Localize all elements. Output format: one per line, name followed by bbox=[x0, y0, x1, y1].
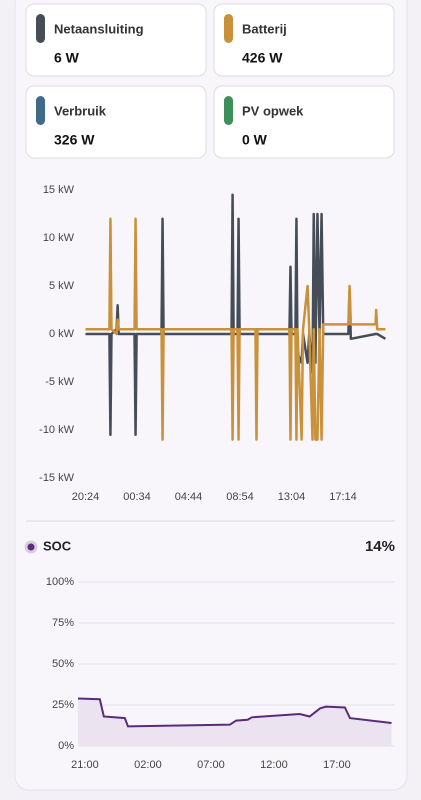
y-tick-label: 15 kW bbox=[43, 184, 75, 196]
card[interactable] bbox=[213, 85, 395, 159]
y-tick-label: 5 kW bbox=[49, 280, 75, 292]
y-tick-label: 25% bbox=[52, 699, 74, 711]
x-tick-label: 17:00 bbox=[323, 759, 351, 771]
x-tick-label: 13:04 bbox=[278, 491, 306, 503]
x-tick-label: 08:54 bbox=[226, 491, 254, 503]
legend-dot[interactable] bbox=[24, 540, 38, 554]
x-tick-label: 02:00 bbox=[134, 759, 162, 771]
card-color-bar bbox=[224, 96, 233, 125]
y-tick-label: 10 kW bbox=[43, 232, 75, 244]
card-color-bar bbox=[36, 96, 45, 125]
card-value: 6 W bbox=[54, 50, 80, 66]
x-tick-label: 04:44 bbox=[175, 491, 203, 503]
x-tick-label: 07:00 bbox=[197, 759, 225, 771]
y-tick-label: -5 kW bbox=[45, 376, 74, 388]
y-tick-label: 75% bbox=[52, 617, 74, 629]
x-tick-label: 12:00 bbox=[260, 759, 288, 771]
panel bbox=[14, 0, 408, 791]
card-color-bar bbox=[36, 14, 45, 43]
card-value: 426 W bbox=[242, 50, 283, 66]
card[interactable] bbox=[25, 3, 207, 77]
card-name: Batterij bbox=[242, 21, 287, 36]
card-name: Netaansluiting bbox=[54, 21, 144, 36]
card[interactable] bbox=[25, 85, 207, 159]
x-tick-label: 20:24 bbox=[72, 491, 100, 503]
soc-line bbox=[77, 697, 392, 728]
y-tick-label: -10 kW bbox=[39, 424, 74, 436]
x-tick-label: 21:00 bbox=[71, 759, 99, 771]
x-tick-label: 00:34 bbox=[123, 491, 151, 503]
legend-label[interactable]: SOC bbox=[43, 538, 72, 553]
card-value: 326 W bbox=[54, 132, 95, 148]
card-color-bar bbox=[224, 14, 233, 43]
y-tick-label: -15 kW bbox=[39, 472, 74, 484]
card-value: 0 W bbox=[242, 132, 268, 148]
power-line bbox=[85, 217, 386, 441]
y-tick-label: 100% bbox=[46, 576, 74, 588]
y-tick-label: 0% bbox=[58, 740, 74, 752]
y-tick-label: 50% bbox=[52, 658, 74, 670]
y-tick-label: 0 kW bbox=[49, 328, 75, 340]
card[interactable] bbox=[213, 3, 395, 77]
card-name: PV opwek bbox=[242, 103, 304, 118]
x-tick-label: 17:14 bbox=[329, 491, 357, 503]
soc-current: 14% bbox=[365, 538, 395, 555]
power-line bbox=[85, 193, 387, 437]
card-name: Verbruik bbox=[54, 103, 107, 118]
